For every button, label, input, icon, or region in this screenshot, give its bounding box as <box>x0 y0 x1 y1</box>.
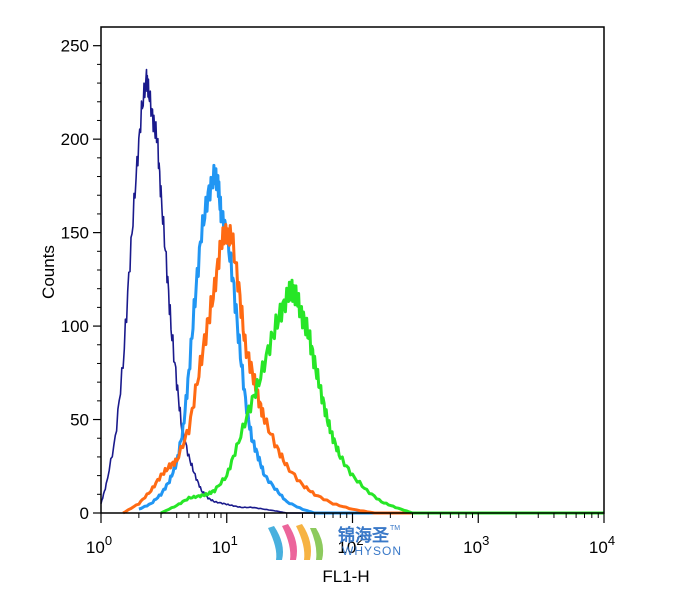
y-tick-label: 50 <box>70 411 89 430</box>
histogram-series-2 <box>138 163 604 515</box>
histogram-series-4 <box>160 278 604 515</box>
plot-frame <box>100 26 605 514</box>
x-tick-label: 104 <box>589 533 615 557</box>
y-tick-label: 100 <box>61 317 89 336</box>
watermark-tm: TM <box>390 525 400 532</box>
x-tick-label: 103 <box>463 533 489 557</box>
y-tick-label: 200 <box>61 130 89 149</box>
y-axis-title: Counts <box>39 245 58 299</box>
histogram-curves <box>100 68 604 515</box>
y-tick-label: 150 <box>61 224 89 243</box>
watermark-english-text: WHYSON <box>342 544 402 558</box>
x-tick-label: 101 <box>212 533 238 557</box>
x-tick-label: 102 <box>337 533 363 557</box>
watermark-chinese-text: 锦海圣 <box>338 525 390 546</box>
x-axis-title: FL1-H <box>322 567 369 586</box>
x-tick-label: 100 <box>86 533 112 557</box>
histogram-series-3 <box>122 223 604 515</box>
histogram-series-1 <box>100 68 604 514</box>
x-axis: 100 101 102 103 104 <box>86 513 615 557</box>
whyson-logo <box>268 524 324 560</box>
y-tick-label: 250 <box>61 37 89 56</box>
y-axis: 0 50 100 150 200 250 <box>61 37 101 523</box>
y-tick-label: 0 <box>80 504 89 523</box>
